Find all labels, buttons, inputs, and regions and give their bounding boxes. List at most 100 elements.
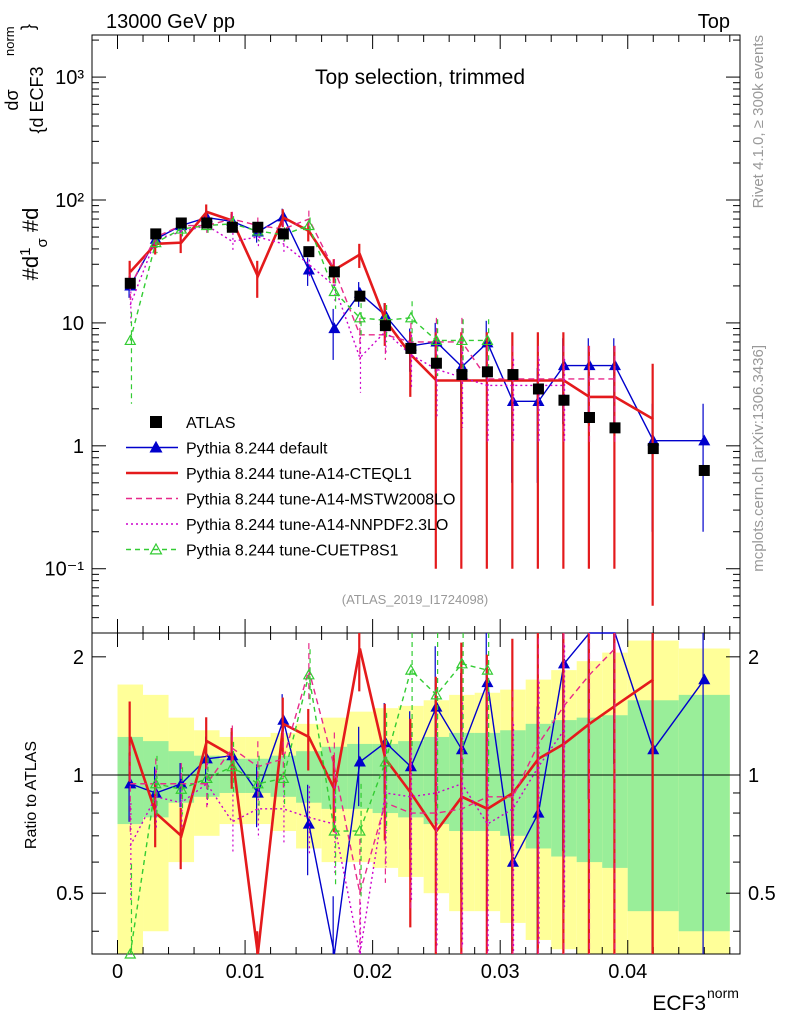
- atlas-point: [430, 357, 442, 369]
- main-y-tick-label: 1: [73, 436, 84, 458]
- series-marker: [149, 236, 162, 248]
- series-line: [129, 210, 654, 421]
- legend-marker: [149, 440, 163, 453]
- legend-label: Pythia 8.244 tune-CUETP8S1: [186, 543, 399, 560]
- legend-label: Pythia 8.244 tune-A14-NNPDF2.3LO: [186, 517, 448, 534]
- svg-text:dσ: dσ: [2, 89, 22, 110]
- series-line: [129, 215, 705, 442]
- series-ratio-marker: [302, 817, 315, 829]
- series-marker: [698, 434, 711, 446]
- atlas-data-layer: [124, 217, 710, 476]
- series-4: [124, 216, 494, 959]
- analysis-id: (ATLAS_2019_I1724098): [342, 592, 488, 607]
- series-ratio-marker: [481, 663, 494, 675]
- atlas-point: [609, 422, 621, 434]
- x-tick-label: 0.02: [353, 961, 392, 983]
- atlas-point: [379, 320, 391, 332]
- series-marker: [124, 334, 137, 346]
- series-marker: [404, 311, 417, 323]
- legend-label: Pythia 8.244 default: [186, 441, 328, 458]
- svg-text:}: }: [18, 24, 38, 30]
- svg-text:norm: norm: [2, 26, 17, 56]
- legend-entry-3: Pythia 8.244 tune-A14-MSTW2008LO: [126, 492, 455, 509]
- legend-entry-0: ATLAS: [150, 415, 236, 432]
- series-marker: [302, 263, 315, 275]
- series-line: [129, 224, 564, 387]
- ratio-y-tick-label: 0.5: [56, 883, 84, 905]
- series-line: [129, 223, 488, 342]
- legend-entry-2: Pythia 8.244 tune-A14-CTEQL1: [126, 466, 412, 483]
- series-ratio-marker: [353, 824, 366, 836]
- atlas-point: [252, 221, 264, 233]
- legend-marker: [150, 416, 162, 428]
- atlas-point: [124, 277, 136, 289]
- legend-entry-5: Pythia 8.244 tune-CUETP8S1: [126, 543, 399, 560]
- y-axis-title: #d1σ #d dσ {d ECF3 norm }: [2, 24, 51, 280]
- series-ratio-line: [129, 663, 488, 955]
- atlas-point: [277, 228, 289, 240]
- energy-label: 13000 GeV pp: [106, 11, 235, 33]
- series-ratio-marker: [698, 673, 711, 685]
- series-ratio-marker: [404, 663, 417, 675]
- series-ratio-marker: [430, 688, 443, 700]
- series-ratio-marker: [277, 772, 290, 784]
- atlas-point: [698, 464, 710, 476]
- legend-label: ATLAS: [186, 415, 236, 432]
- ratio-panel-frame: 0.5 0.5 1 1 2 2 0 0.01 0.02 0.03 0.04: [56, 632, 776, 983]
- series-ratio-marker: [175, 782, 188, 794]
- atlas-point: [558, 394, 570, 406]
- series-ratio-marker: [226, 760, 239, 772]
- ratio-y-tick-label: 1: [73, 765, 84, 787]
- atlas-point: [328, 266, 340, 278]
- series-line: [129, 218, 615, 380]
- main-y-tick-label: 10: [62, 313, 84, 335]
- series-3: [129, 219, 566, 955]
- atlas-point: [507, 369, 519, 381]
- ratio-panel-border: [91, 632, 741, 955]
- svg-text:#d1σ #d: #d1σ #d: [17, 208, 51, 281]
- plot-title: Top selection, trimmed: [315, 66, 525, 89]
- series-ratio-marker: [328, 824, 341, 836]
- x-axis-label-sup: norm: [707, 985, 739, 1001]
- series-ratio-marker: [302, 668, 315, 680]
- region-label: Top: [698, 11, 730, 33]
- atlas-point: [150, 228, 162, 240]
- atlas-point: [405, 342, 417, 354]
- main-y-tick-label: 10²: [55, 190, 84, 212]
- series-ratio-marker: [149, 777, 162, 789]
- atlas-point: [647, 443, 659, 455]
- atlas-point: [532, 383, 544, 395]
- legend: ATLAS Pythia 8.244 default Pythia 8.244 tu…: [126, 415, 455, 560]
- x-tick-label: 0: [112, 961, 123, 983]
- x-tick-label: 0.03: [481, 961, 520, 983]
- atlas-point: [456, 369, 468, 381]
- atlas-point: [583, 411, 595, 423]
- legend-marker: [149, 542, 163, 555]
- ratio-y-tick-label-right: 1: [748, 765, 759, 787]
- series-marker: [328, 285, 341, 297]
- series-marker: [302, 219, 315, 231]
- legend-entry-4: Pythia 8.244 tune-A14-NNPDF2.3LO: [126, 517, 448, 534]
- ratio-y-tick-label: 2: [73, 647, 84, 669]
- ratio-uncertainty-bands: [117, 640, 730, 954]
- ratio-axis-title: Ratio to ATLAS: [23, 741, 40, 849]
- series-ratio-marker: [353, 755, 366, 767]
- main-panel-frame: 10⁻¹ 1 10 10² 10³: [45, 34, 741, 634]
- atlas-point: [226, 221, 238, 233]
- main-y-tick-label: 10³: [55, 67, 84, 89]
- ratio-y-tick-label-right: 0.5: [748, 883, 776, 905]
- atlas-point: [354, 290, 366, 302]
- ratio-band-inner: [347, 743, 373, 809]
- ratio-y-tick-label-right: 2: [748, 647, 759, 669]
- series-ratio-marker: [124, 947, 137, 959]
- mcplots-label: mcplots.cern.ch [arXiv:1306.3436]: [750, 345, 767, 572]
- series-ratio-marker: [251, 777, 264, 789]
- atlas-point: [175, 217, 187, 229]
- x-tick-label: 0.04: [608, 961, 647, 983]
- main-y-tick-label: 10⁻¹: [45, 559, 85, 581]
- svg-text:{d ECF3: {d ECF3: [27, 66, 47, 133]
- series-ratio-line: [130, 632, 705, 955]
- legend-entry-1: Pythia 8.244 default: [126, 441, 328, 458]
- legend-label: Pythia 8.244 tune-A14-MSTW2008LO: [186, 492, 455, 509]
